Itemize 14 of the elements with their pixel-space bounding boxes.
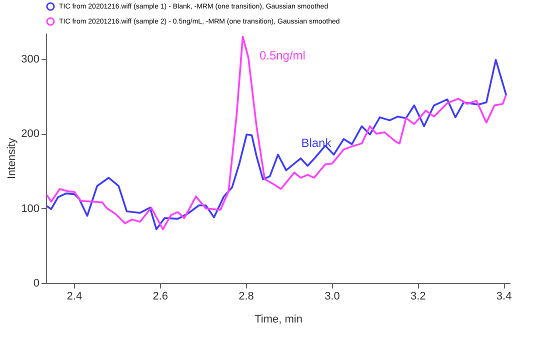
- annotation: 0.5ng/ml: [259, 48, 306, 62]
- y-tick-label: 0: [33, 278, 40, 290]
- y-tick-label: 200: [21, 128, 40, 140]
- y-tick-label: 100: [21, 202, 40, 215]
- x-tick-label: 3.0: [324, 290, 340, 302]
- y-axis-title: Intensity: [6, 138, 18, 179]
- x-tick-label: 2.6: [152, 290, 168, 302]
- x-tick-label: 3.2: [410, 290, 426, 302]
- x-tick-label: 2.8: [238, 290, 254, 302]
- x-axis-title: Time, min: [254, 314, 302, 326]
- x-tick-label: 3.4: [496, 290, 512, 302]
- y-tick-label: 300: [21, 54, 40, 66]
- x-tick-label: 2.4: [66, 290, 82, 302]
- annotation: Blank: [301, 136, 332, 150]
